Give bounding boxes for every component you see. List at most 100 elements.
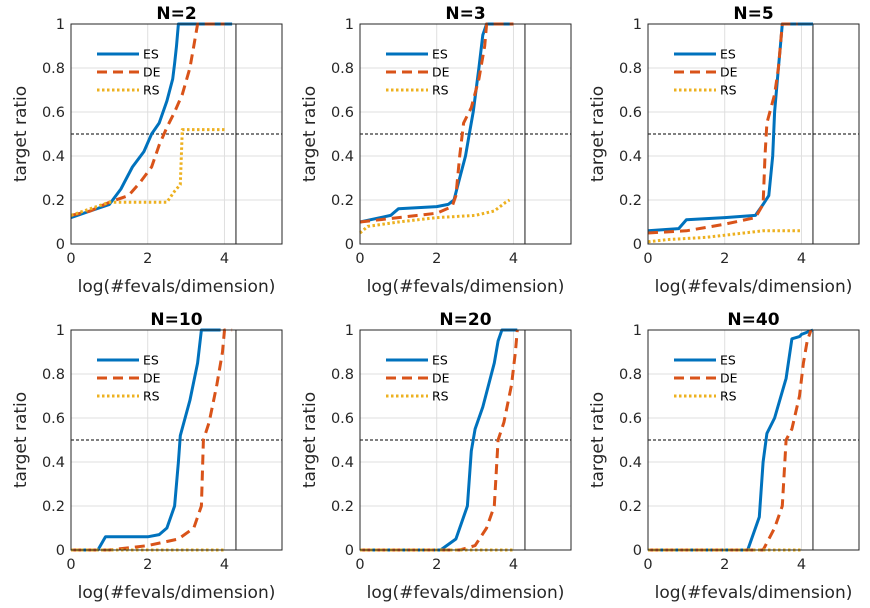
x-tick-label: 0 [66, 557, 75, 573]
legend: ES DE RS [97, 353, 161, 404]
y-tick-label: 1 [345, 17, 354, 33]
series-line-rs [359, 198, 511, 235]
y-tick-label: 0 [633, 237, 642, 253]
legend: ES DE RS [674, 353, 738, 404]
legend: ES DE RS [97, 47, 161, 98]
legend-label-de: DE [432, 65, 450, 80]
x-tick-label: 4 [797, 251, 806, 267]
y-tick-label: 0.2 [42, 193, 65, 209]
y-tick-label: 0.6 [42, 105, 65, 121]
y-tick-label: 0 [56, 543, 65, 559]
y-tick-label: 0.8 [619, 367, 642, 383]
x-tick-label: 2 [143, 557, 152, 573]
series-line-es [71, 328, 221, 552]
panel-title: N=40 [727, 310, 779, 330]
x-tick-label: 0 [66, 251, 75, 267]
x-tick-label: 2 [432, 251, 441, 267]
y-axis-label: target ratio [300, 392, 320, 488]
series-line-de [647, 22, 798, 235]
x-axis-label: log(#fevals/dimension) [78, 277, 276, 297]
axes-frame [359, 23, 572, 245]
legend-label-de: DE [720, 371, 738, 386]
series-line-rs [70, 128, 225, 217]
legend-label-rs: RS [143, 83, 160, 98]
y-axis-label: target ratio [11, 392, 31, 488]
series-line-rs [647, 229, 802, 244]
x-tick-label: 0 [643, 557, 652, 573]
series-line-de [648, 329, 813, 552]
series-line-es [648, 328, 814, 552]
axes-frame [647, 23, 860, 245]
x-tick-label: 0 [355, 557, 364, 573]
legend-label-es: ES [432, 47, 448, 62]
series-line-es [360, 328, 518, 552]
y-tick-label: 0.4 [331, 455, 354, 471]
axes-frame [70, 329, 283, 551]
chart-panel: 0 2 4 0 0.2 0.4 0.6 0.8 1 N=2 log(#fevals/dimensio… [11, 4, 283, 297]
chart-panel: 0 2 4 0 0.2 0.4 0.6 0.8 1 N=3 log(#fevals/dimensio… [300, 4, 572, 297]
series-line-es [359, 22, 514, 224]
chart-panel: 0 2 4 0 0.2 0.4 0.6 0.8 1 N=5 log(#fevals/dimensio… [588, 4, 860, 297]
chart-panel: 0 2 4 0 0.2 0.4 0.6 0.8 1 N=40 log(#fevals/dimensi… [588, 310, 860, 603]
legend-label-rs: RS [143, 389, 160, 404]
y-axis-label: target ratio [588, 86, 608, 182]
chart-panel: 0 2 4 0 0.2 0.4 0.6 0.8 1 N=10 log(#fevals/dimensi… [11, 310, 283, 603]
y-tick-label: 1 [56, 17, 65, 33]
y-tick-label: 0.2 [331, 193, 354, 209]
x-tick-label: 0 [355, 251, 364, 267]
y-tick-label: 0.4 [619, 455, 642, 471]
y-tick-label: 1 [633, 323, 642, 339]
legend-label-es: ES [143, 47, 159, 62]
axes-frame [359, 329, 572, 551]
x-tick-label: 4 [797, 557, 806, 573]
chart-panel: 0 2 4 0 0.2 0.4 0.6 0.8 1 N=20 log(#fevals/dimensi… [300, 310, 572, 603]
x-axis-label: log(#fevals/dimension) [78, 583, 276, 603]
y-tick-label: 0.2 [619, 499, 642, 515]
y-tick-label: 0.2 [331, 499, 354, 515]
legend: ES DE RS [674, 47, 738, 98]
y-tick-label: 0.6 [42, 411, 65, 427]
legend: ES DE RS [386, 353, 450, 404]
x-axis-label: log(#fevals/dimension) [655, 583, 853, 603]
series-line-es [70, 22, 233, 220]
legend-label-rs: RS [720, 83, 737, 98]
y-tick-label: 0 [345, 237, 354, 253]
legend-label-es: ES [432, 353, 448, 368]
y-tick-label: 0.8 [331, 367, 354, 383]
y-tick-label: 0.4 [619, 149, 642, 165]
series-line-de [360, 329, 519, 552]
x-tick-label: 2 [720, 251, 729, 267]
y-tick-label: 0.4 [42, 149, 65, 165]
series-line-de [71, 328, 233, 552]
y-tick-label: 0.8 [42, 61, 65, 77]
y-tick-label: 0.4 [331, 149, 354, 165]
x-tick-label: 4 [220, 557, 229, 573]
x-tick-label: 4 [220, 251, 229, 267]
panel-title: N=2 [156, 4, 196, 24]
x-tick-label: 4 [509, 557, 518, 573]
y-tick-label: 0.8 [42, 367, 65, 383]
y-axis-label: target ratio [11, 86, 31, 182]
series-line-es [647, 22, 813, 233]
legend-label-de: DE [143, 65, 161, 80]
y-axis-label: target ratio [300, 86, 320, 182]
y-tick-label: 0 [345, 543, 354, 559]
y-tick-label: 1 [56, 323, 65, 339]
series-line-de [70, 22, 225, 217]
legend-label-de: DE [143, 371, 161, 386]
series-line-de [359, 22, 514, 224]
panel-title: N=10 [150, 310, 202, 330]
y-tick-label: 1 [345, 323, 354, 339]
x-tick-label: 0 [643, 251, 652, 267]
x-tick-label: 4 [509, 251, 518, 267]
y-tick-label: 1 [633, 17, 642, 33]
y-axis-label: target ratio [588, 392, 608, 488]
legend-label-rs: RS [720, 389, 737, 404]
y-tick-label: 0 [633, 543, 642, 559]
panel-title: N=3 [445, 4, 485, 24]
y-tick-label: 0.2 [42, 499, 65, 515]
x-tick-label: 2 [432, 557, 441, 573]
y-tick-label: 0.8 [619, 61, 642, 77]
axes-frame [647, 329, 860, 551]
